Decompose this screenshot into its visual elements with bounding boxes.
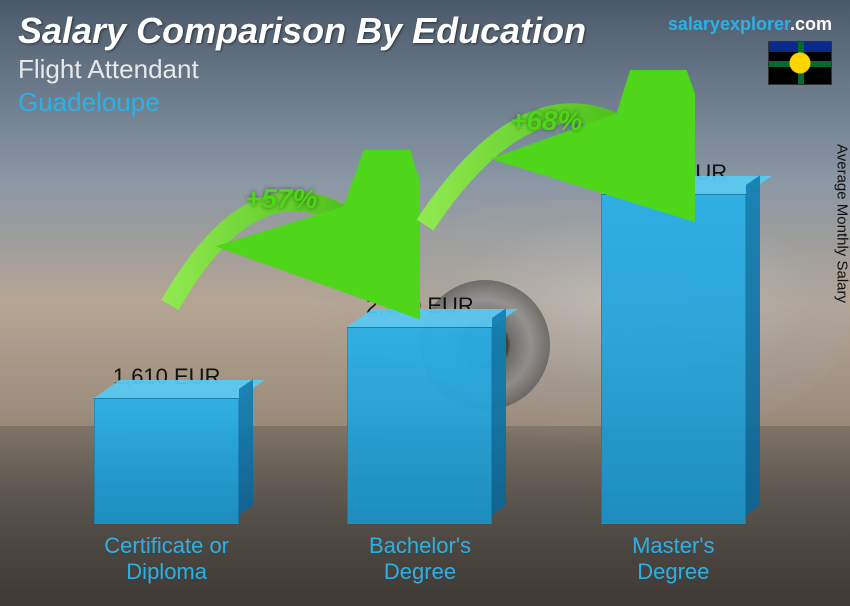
bar-3d [601, 194, 746, 524]
x-labels: Certificate orDiploma Bachelor'sDegree Mas… [40, 533, 800, 584]
bar-group: 4,220 EUR [583, 160, 763, 524]
bar-front-face [601, 194, 746, 524]
flag-icon [768, 41, 832, 85]
y-axis-label: Average Monthly Salary [834, 144, 850, 303]
bar-side-face [746, 175, 760, 515]
bar-group: 2,520 EUR [330, 293, 510, 524]
bar-front-face [347, 327, 492, 524]
brand-tld: .com [790, 14, 832, 34]
x-axis-label: Bachelor'sDegree [320, 533, 520, 584]
page-location: Guadeloupe [18, 87, 832, 118]
bar-group: 1,610 EUR [77, 364, 257, 524]
bars-container: 1,610 EUR 2,520 EUR 4,220 EUR [40, 140, 800, 524]
x-axis-label: Certificate orDiploma [67, 533, 267, 584]
chart-area: 1,610 EUR 2,520 EUR 4,220 EUR Certificate … [40, 140, 800, 584]
brand-name: salaryexplorer [668, 14, 790, 34]
x-axis-label: Master'sDegree [573, 533, 773, 584]
increase-label-1: +57% [245, 183, 317, 215]
bar-3d [94, 398, 239, 524]
bar-3d [347, 327, 492, 524]
brand-block: salaryexplorer.com [668, 14, 832, 85]
bar-front-face [94, 398, 239, 524]
bar-side-face [239, 379, 253, 515]
bar-side-face [492, 308, 506, 515]
